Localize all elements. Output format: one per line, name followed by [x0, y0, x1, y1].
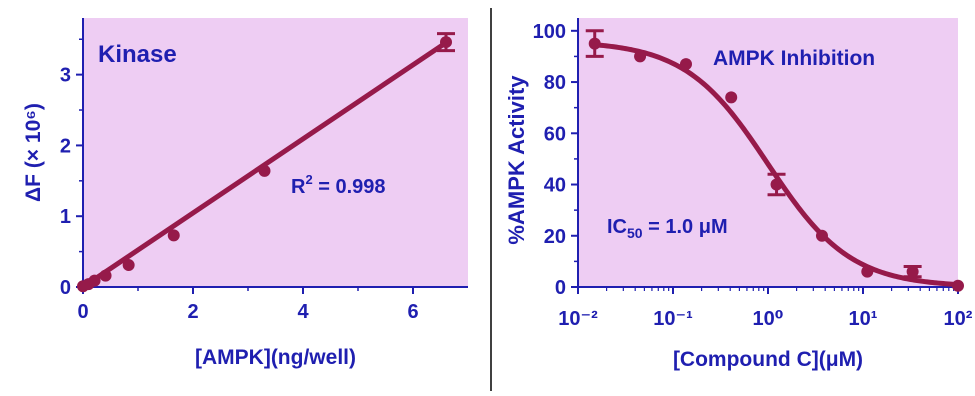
r-squared-symbol: R: [291, 176, 306, 198]
right-y-tick-label: 80: [544, 72, 566, 94]
left-data-point: [258, 164, 271, 177]
left-data-point: [88, 274, 101, 287]
right-data-point: [906, 265, 919, 278]
right-y-tick-label: 0: [555, 277, 566, 299]
right-data-point: [770, 178, 783, 191]
left-y-tick-label: 2: [60, 135, 71, 157]
ic50-value: = 1.0 μM: [643, 216, 728, 238]
left-x-tick-label: 4: [297, 301, 309, 323]
r-squared-superscript: 2: [305, 172, 312, 187]
right-y-tick-label: 40: [544, 175, 566, 197]
right-data-point: [679, 58, 692, 71]
right-ic50-annotation: IC50 = 1.0 μM: [607, 216, 728, 241]
left-r-squared-annotation: R2 = 0.998: [291, 172, 386, 198]
ic50-subscript: 50: [627, 225, 643, 241]
left-x-tick-label: 2: [187, 301, 198, 323]
left-chart-title: Kinase: [98, 41, 177, 68]
left-data-point: [122, 259, 135, 272]
left-x-tick-label: 0: [77, 301, 88, 323]
right-y-tick-label: 20: [544, 226, 566, 248]
left-data-point: [167, 229, 180, 242]
right-chart-title: AMPK Inhibition: [713, 47, 875, 70]
right-x-tick-label: 10⁻¹: [653, 308, 693, 330]
left-y-tick-label: 3: [60, 65, 71, 87]
ic50-symbol: IC: [607, 216, 627, 238]
right-data-point: [588, 37, 601, 50]
right-y-tick-label: 60: [544, 123, 566, 145]
right-x-tick-label: 10²: [944, 308, 973, 330]
r-squared-value: = 0.998: [313, 176, 386, 198]
left-x-axis-label: [AMPK](ng/well): [195, 346, 356, 369]
right-y-tick-label: 100: [533, 21, 566, 43]
right-data-point: [861, 265, 874, 278]
right-x-axis-label: [Compound C](μM): [673, 348, 863, 371]
right-data-point: [634, 50, 647, 63]
right-x-tick-label: 10⁻²: [558, 308, 598, 330]
left-y-tick-label: 1: [60, 206, 71, 228]
left-x-tick-label: 6: [407, 301, 418, 323]
right-data-point: [815, 229, 828, 242]
right-data-point: [725, 91, 738, 104]
right-plot-area: [578, 18, 958, 287]
left-y-axis-label: ΔF (× 10⁶): [22, 103, 45, 202]
right-y-axis-label: %AMPK Activity: [504, 75, 529, 245]
right-x-tick-label: 10¹: [849, 308, 878, 330]
left-data-point: [440, 36, 452, 49]
left-y-tick-label: 0: [60, 277, 71, 299]
left-data-point: [99, 269, 112, 282]
left-fit-line: [80, 40, 449, 290]
right-chart-marks: 10⁻² 10⁻¹ 10⁰ 10¹ 10² 0 20 40 60 80 100: [533, 18, 973, 330]
right-x-tick-label: 10⁰: [752, 308, 783, 330]
left-chart-marks: 0 2 4 6 0 1 2 3: [60, 18, 468, 323]
right-data-point: [952, 279, 964, 292]
